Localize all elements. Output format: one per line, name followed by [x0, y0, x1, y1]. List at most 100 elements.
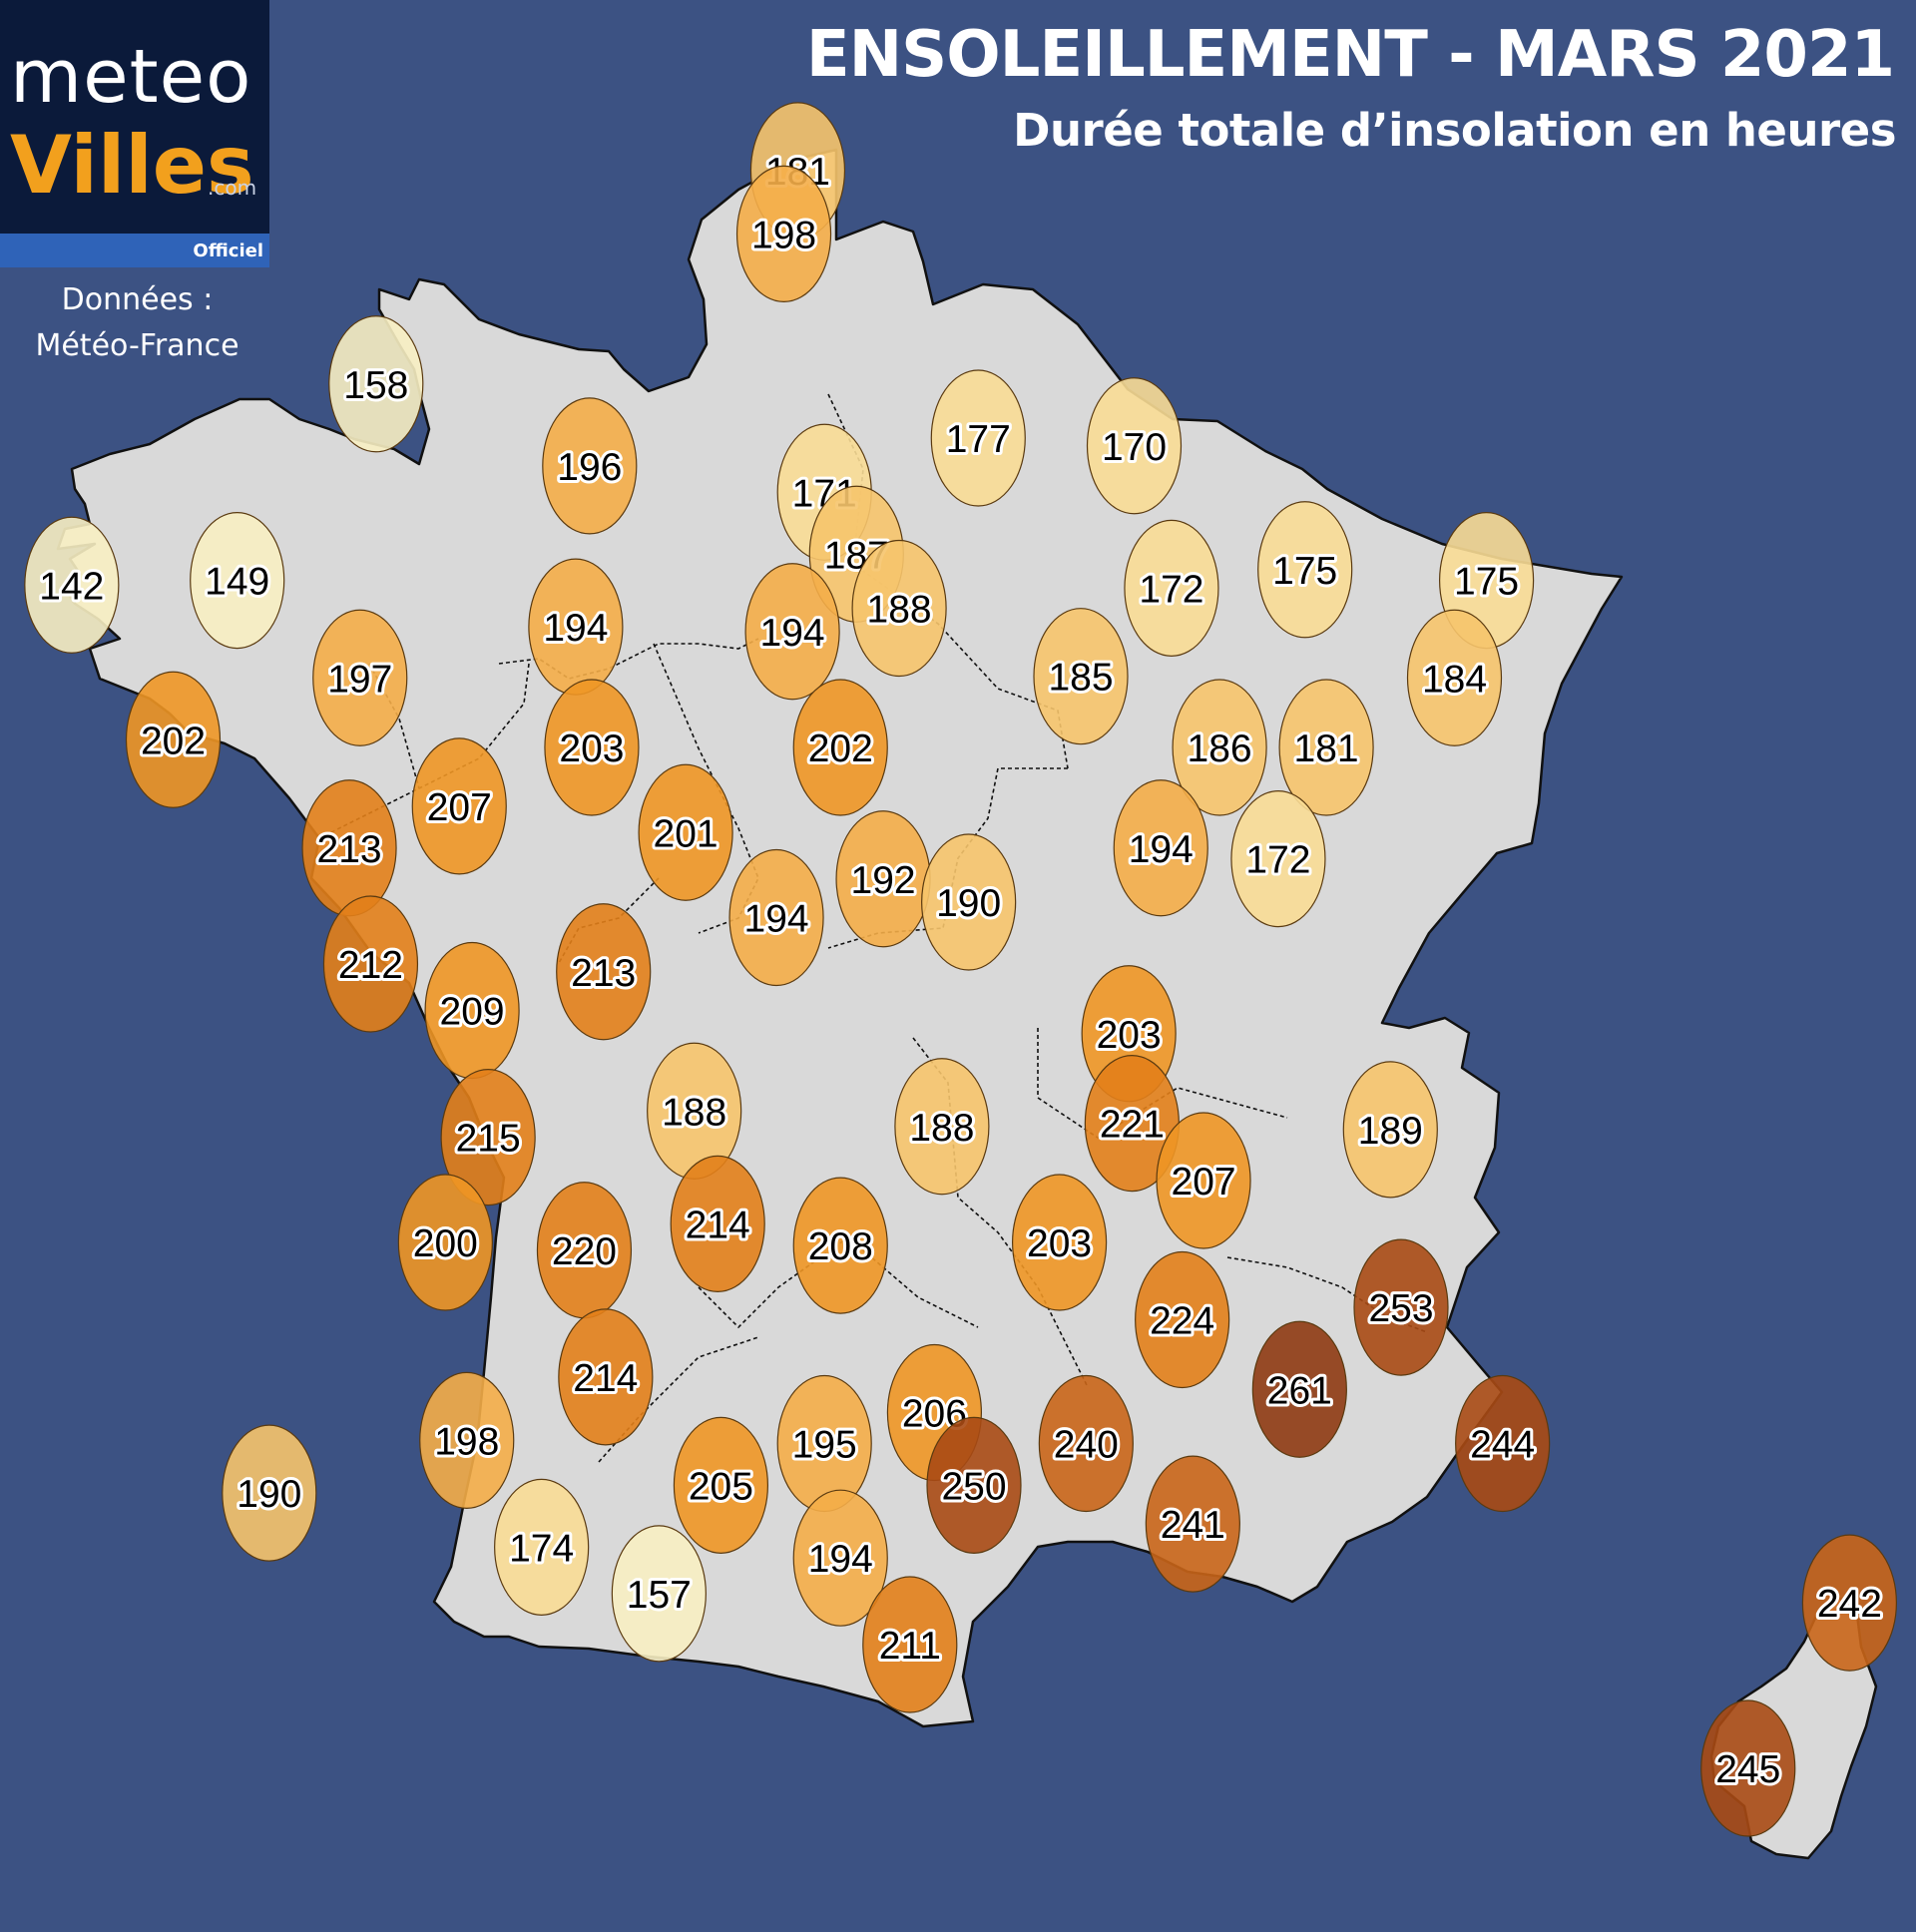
station-value: 174 [509, 1527, 574, 1570]
station-marker [544, 679, 640, 816]
station-value: 250 [941, 1465, 1006, 1508]
station-value: 195 [792, 1424, 857, 1467]
logo-word-villes: Villes [10, 119, 254, 212]
station-50: 261 [1251, 1320, 1347, 1458]
station-55: 244 [1455, 1374, 1551, 1513]
station-value: 221 [1100, 1104, 1165, 1147]
meteovilles-logo[interactable]: meteo Villes .com Officiel [0, 0, 269, 267]
station-value: 188 [909, 1107, 974, 1150]
station-value: 202 [808, 727, 873, 770]
station-marker [556, 903, 652, 1041]
source-line-2: Météo-France [35, 328, 240, 363]
station-45: 208 [792, 1177, 888, 1314]
station-value: 186 [1188, 727, 1252, 770]
station-12: 175 [1257, 501, 1353, 639]
station-14: 194 [528, 558, 624, 696]
station-value: 177 [946, 418, 1011, 461]
station-marker [744, 563, 840, 701]
station-57: 205 [673, 1416, 769, 1554]
station-marker [1257, 501, 1353, 639]
station-27: 194 [1113, 779, 1208, 917]
station-value: 189 [1358, 1110, 1423, 1153]
station-64: 242 [1801, 1534, 1898, 1672]
station-43: 200 [397, 1174, 493, 1311]
station-65: 245 [1700, 1699, 1796, 1837]
station-marker [222, 1424, 317, 1562]
station-marker [735, 165, 832, 302]
station-marker [542, 397, 638, 535]
station-2: 177 [930, 369, 1026, 507]
station-marker [792, 1489, 888, 1627]
station-marker [1011, 1174, 1108, 1311]
logo-word-meteo: meteo [10, 34, 252, 120]
station-value: 261 [1267, 1369, 1332, 1412]
station-44: 220 [536, 1182, 633, 1319]
station-value: 244 [1470, 1424, 1535, 1467]
logo-stripe [0, 234, 269, 267]
station-22: 186 [1172, 679, 1267, 816]
station-marker [322, 895, 419, 1033]
station-38: 221 [1084, 1055, 1180, 1193]
station-value: 220 [552, 1230, 617, 1273]
stations-layer: 1811981771701581961711421491871881721751… [24, 102, 1898, 1837]
station-marker [1156, 1112, 1251, 1249]
station-value: 181 [1294, 727, 1359, 770]
station-marker [190, 511, 285, 650]
station-marker [419, 1371, 515, 1510]
station-value: 172 [1139, 568, 1203, 611]
station-value: 194 [543, 607, 608, 650]
station-53: 195 [776, 1374, 872, 1513]
station-value: 188 [867, 589, 932, 632]
station-marker [494, 1478, 590, 1616]
station-marker [638, 763, 733, 901]
station-marker [673, 1416, 769, 1554]
station-value: 201 [654, 812, 718, 855]
station-value: 175 [1272, 550, 1337, 593]
station-value: 215 [456, 1118, 521, 1161]
station-marker [926, 1416, 1022, 1554]
station-60: 174 [494, 1478, 590, 1616]
station-marker [312, 609, 408, 746]
station-47: 253 [1353, 1238, 1449, 1376]
station-marker [1145, 1455, 1240, 1593]
station-value: 157 [627, 1574, 692, 1617]
station-39: 189 [1342, 1061, 1438, 1199]
station-30: 190 [921, 833, 1017, 971]
station-value: 209 [440, 991, 505, 1034]
station-marker [1033, 608, 1129, 745]
station-marker [1113, 779, 1208, 917]
station-value: 213 [317, 828, 382, 871]
station-4: 158 [328, 315, 424, 453]
station-value: 172 [1245, 839, 1310, 882]
station-28: 172 [1230, 789, 1326, 928]
station-value: 190 [237, 1473, 301, 1516]
station-41: 207 [1156, 1112, 1251, 1249]
station-7: 142 [24, 516, 120, 654]
station-11: 172 [1124, 519, 1219, 657]
station-value: 194 [760, 612, 825, 655]
station-value: 203 [1027, 1222, 1092, 1265]
station-marker [1353, 1238, 1449, 1376]
station-value: 213 [571, 952, 636, 995]
station-value: 194 [808, 1538, 873, 1581]
station-value: 192 [851, 859, 916, 902]
station-marker [792, 1177, 888, 1314]
station-value: 194 [744, 898, 809, 941]
station-value: 212 [338, 944, 403, 987]
station-49: 214 [558, 1308, 654, 1446]
station-54: 198 [419, 1371, 515, 1510]
station-value: 241 [1161, 1504, 1225, 1547]
station-marker [1230, 789, 1326, 928]
station-value: 185 [1048, 657, 1113, 700]
station-marker [862, 1576, 958, 1713]
station-10: 188 [851, 539, 947, 678]
station-marker [558, 1308, 654, 1446]
station-marker [921, 833, 1017, 971]
station-58: 190 [222, 1424, 317, 1562]
station-value: 190 [936, 882, 1001, 925]
station-marker [728, 848, 824, 987]
station-value: 203 [1097, 1014, 1162, 1057]
station-value: 158 [343, 364, 408, 407]
station-value: 170 [1102, 426, 1167, 469]
station-marker [411, 737, 507, 875]
